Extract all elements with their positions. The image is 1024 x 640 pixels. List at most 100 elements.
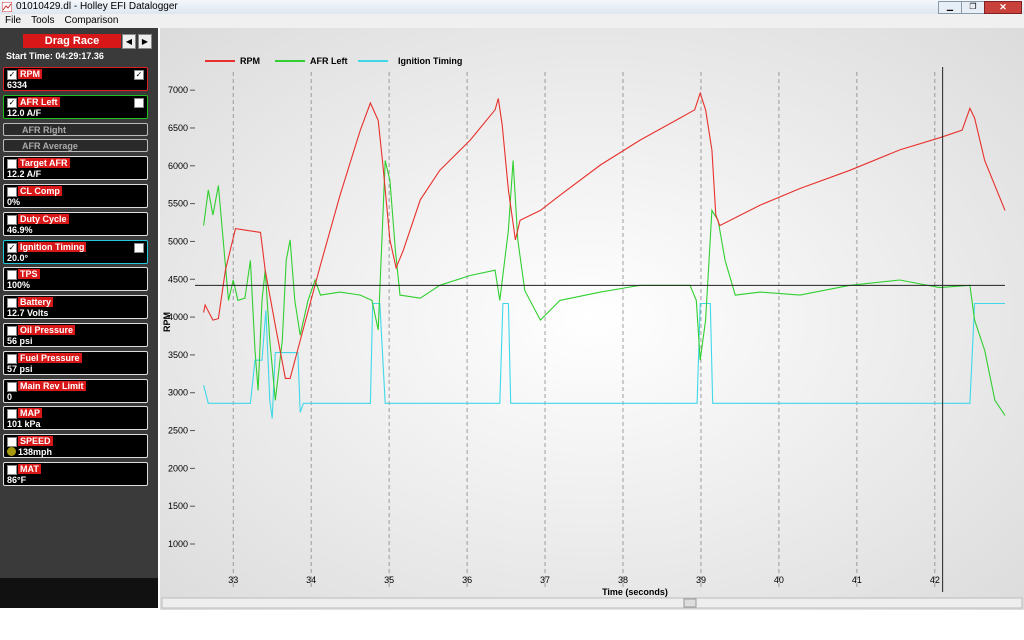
chart-background — [160, 28, 1024, 610]
x-tick-label: 40 — [774, 575, 784, 585]
channel-checkbox[interactable] — [7, 325, 17, 336]
panel-title: Drag Race — [23, 34, 121, 48]
channel-checkbox[interactable] — [7, 381, 17, 392]
channel-name: Main Rev Limit — [18, 380, 86, 391]
channel-item[interactable]: ✓ ✓ RPM 6334 — [3, 67, 148, 91]
minimize-button[interactable]: ▁ — [938, 1, 962, 14]
channel-value: 0 — [7, 391, 13, 402]
channel-value: 138mph — [18, 447, 53, 458]
channel-name: AFR Right — [22, 124, 66, 135]
channel-name: Target AFR — [18, 158, 70, 169]
channel-checkbox[interactable] — [7, 186, 17, 197]
plot-checkbox[interactable]: ✓ — [134, 70, 144, 80]
channel-value: 12.0 A/F — [7, 107, 42, 118]
channel-value: 57 psi — [7, 363, 33, 374]
y-tick-label: 4500 — [168, 274, 188, 284]
channel-name: TPS — [18, 269, 40, 280]
channel-value: 12.7 Volts — [7, 308, 49, 319]
channel-name: MAP — [18, 408, 42, 419]
y-tick-label: 7000 — [168, 85, 188, 95]
legend-label: Ignition Timing — [398, 56, 462, 66]
channel-checkbox[interactable]: ✓ — [7, 97, 17, 108]
series-line — [203, 160, 1006, 416]
channel-item[interactable]: MAT 86°F — [3, 461, 148, 486]
channel-name: AFR Average — [22, 141, 78, 152]
channel-item[interactable]: MAP 101 kPa — [3, 406, 148, 431]
legend-label: AFR Left — [310, 56, 348, 66]
y-tick-label: 2500 — [168, 426, 188, 436]
y-tick-label: 3500 — [168, 350, 188, 360]
y-tick-label: 5500 — [168, 199, 188, 209]
channel-item[interactable]: TPS 100% — [3, 267, 148, 292]
legend-label: RPM — [240, 56, 260, 66]
start-time: Start Time: 04:29:17.36 — [6, 51, 104, 61]
channel-value: 20.0° — [7, 252, 29, 263]
scroll-thumb[interactable] — [683, 598, 697, 608]
channel-item[interactable]: ✓ Ignition Timing 20.0° — [3, 239, 148, 264]
x-axis-label: Time (seconds) — [602, 587, 668, 597]
menu-item[interactable]: Comparison — [64, 15, 119, 26]
menu-bar: File Tools Comparison — [0, 14, 1024, 28]
x-tick-label: 37 — [540, 575, 550, 585]
plot-checkbox[interactable] — [134, 97, 144, 108]
y-axis-label: RPM — [162, 312, 172, 332]
channel-name: RPM — [18, 69, 42, 79]
plot-checkbox[interactable] — [134, 242, 144, 253]
y-tick-label: 2000 — [168, 463, 188, 473]
scrollbar[interactable] — [161, 597, 1023, 609]
panel-header: Drag Race ◀ ▶ — [5, 34, 155, 49]
channel-checkbox[interactable] — [7, 159, 17, 170]
channel-checkbox[interactable] — [7, 409, 17, 420]
channel-item[interactable]: Duty Cycle 46.9% — [3, 211, 148, 236]
channel-name: Ignition Timing — [18, 241, 87, 252]
channel-value: 46.9% — [7, 224, 33, 235]
channel-checkbox[interactable] — [7, 270, 17, 281]
x-tick-label: 39 — [696, 575, 706, 585]
channel-item[interactable]: Oil Pressure 56 psi — [3, 322, 148, 347]
channel-name: AFR Left — [18, 96, 60, 107]
channel-item[interactable]: AFR Average — [3, 139, 148, 153]
channel-item[interactable]: AFR Right — [3, 122, 148, 136]
app-icon — [2, 2, 12, 12]
channel-value: 6334 — [7, 80, 28, 90]
channel-name: Battery — [18, 297, 54, 308]
x-tick-label: 34 — [306, 575, 316, 585]
menu-item[interactable]: File — [5, 15, 22, 26]
next-button[interactable]: ▶ — [138, 34, 152, 49]
channel-item[interactable]: Fuel Pressure 57 psi — [3, 350, 148, 375]
channel-checkbox[interactable] — [7, 353, 17, 364]
y-tick-label: 1500 — [168, 501, 188, 511]
channel-item[interactable]: ✓ AFR Left 12.0 A/F — [3, 94, 148, 119]
channel-item[interactable]: Battery 12.7 Volts — [3, 295, 148, 320]
channel-item[interactable]: CL Comp 0% — [3, 183, 148, 208]
channel-value: 12.2 A/F — [7, 169, 42, 180]
channel-panel: Drag Race ◀ ▶ Start Time: 04:29:17.36 ✓ ✓… — [0, 28, 158, 608]
maximize-button[interactable]: ❐ — [961, 1, 985, 14]
x-tick-label: 36 — [462, 575, 472, 585]
prev-button[interactable]: ◀ — [122, 34, 136, 49]
x-tick-label: 38 — [618, 575, 628, 585]
channel-checkbox[interactable] — [7, 298, 17, 309]
menu-item[interactable]: Tools — [31, 15, 55, 26]
y-tick-label: 4000 — [168, 312, 188, 322]
channel-checkbox[interactable] — [7, 437, 17, 448]
channel-checkbox[interactable] — [7, 464, 17, 475]
y-tick-label: 6500 — [168, 123, 188, 133]
channel-value: 101 kPa — [7, 419, 41, 430]
x-tick-label: 42 — [930, 575, 940, 585]
y-tick-label: 1000 — [168, 539, 188, 549]
channel-checkbox[interactable] — [7, 214, 17, 225]
channel-item[interactable]: Main Rev Limit 0 — [3, 378, 148, 403]
close-button[interactable]: ✕ — [984, 1, 1022, 14]
y-tick-label: 5000 — [168, 236, 188, 246]
x-tick-label: 33 — [228, 575, 238, 585]
channel-item[interactable]: SPEED 138mph — [3, 434, 148, 459]
chart: 1000 1500 2000 2500 3000 3500 4000 4500 5000 5500… — [160, 28, 1024, 610]
channel-item[interactable]: Target AFR 12.2 A/F — [3, 156, 148, 181]
panel-footer — [0, 578, 158, 608]
channel-indicator — [7, 447, 16, 457]
channel-checkbox[interactable]: ✓ — [7, 242, 17, 253]
channel-checkbox[interactable]: ✓ — [7, 70, 17, 80]
channel-name: SPEED — [18, 436, 53, 447]
